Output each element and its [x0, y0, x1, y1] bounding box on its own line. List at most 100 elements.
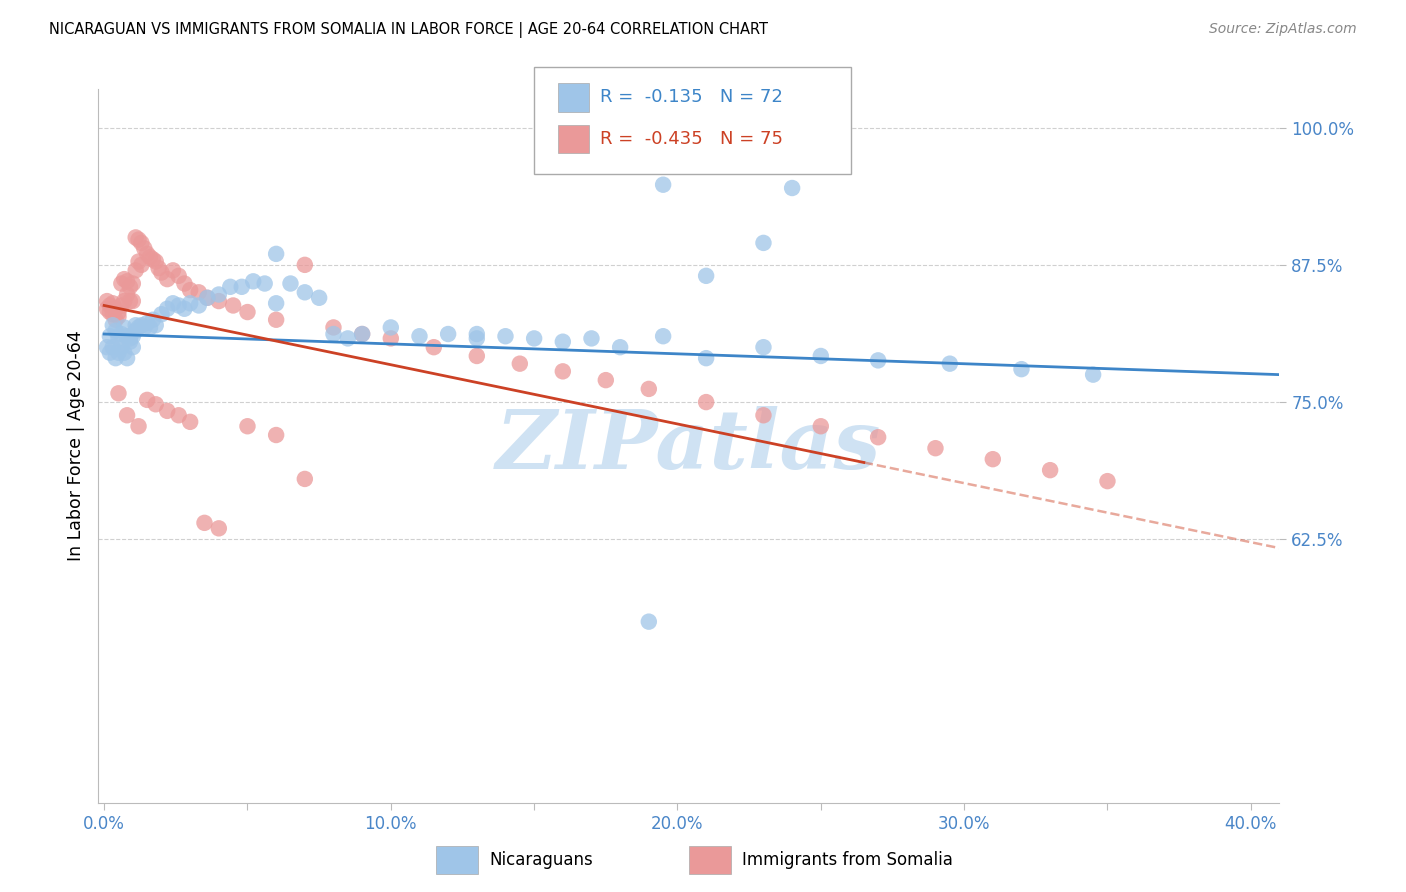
Point: [145, 318, 167, 333]
Point: [868, 353, 890, 368]
Point: [156, 272, 179, 286]
Point: [173, 277, 195, 291]
Text: ZIPatlas: ZIPatlas: [496, 406, 882, 486]
Point: [551, 364, 574, 378]
Point: [167, 298, 190, 312]
Point: [136, 392, 159, 407]
Point: [264, 247, 287, 261]
Y-axis label: In Labor Force | Age 20-64: In Labor Force | Age 20-64: [66, 331, 84, 561]
Point: [107, 331, 129, 345]
Point: [264, 296, 287, 310]
Point: [695, 395, 717, 409]
Point: [134, 320, 156, 334]
Point: [167, 268, 190, 283]
Text: Source: ZipAtlas.com: Source: ZipAtlas.com: [1209, 22, 1357, 37]
Text: R =  -0.435   N = 75: R = -0.435 N = 75: [600, 130, 783, 148]
Point: [98, 329, 121, 343]
Point: [128, 419, 150, 434]
Point: [637, 382, 659, 396]
Point: [652, 329, 675, 343]
Point: [156, 301, 179, 316]
Point: [150, 307, 173, 321]
Point: [121, 329, 143, 343]
Point: [752, 409, 775, 423]
Point: [125, 230, 148, 244]
Text: R =  -0.135   N = 72: R = -0.135 N = 72: [600, 88, 783, 106]
Point: [336, 331, 359, 345]
Point: [408, 329, 430, 343]
Point: [581, 331, 603, 345]
Point: [156, 404, 179, 418]
Point: [107, 386, 129, 401]
Point: [101, 318, 124, 333]
Point: [115, 287, 138, 301]
Point: [110, 340, 132, 354]
Point: [115, 351, 138, 366]
Point: [142, 252, 165, 267]
Point: [495, 329, 517, 343]
Point: [162, 263, 184, 277]
Point: [1011, 362, 1033, 376]
Point: [695, 351, 717, 366]
Point: [125, 324, 148, 338]
Point: [134, 241, 156, 255]
Point: [322, 326, 344, 341]
Point: [195, 291, 218, 305]
Point: [868, 430, 890, 444]
Point: [115, 329, 138, 343]
Point: [125, 318, 148, 333]
Point: [107, 345, 129, 359]
Point: [131, 258, 153, 272]
Point: [118, 294, 141, 309]
Point: [294, 472, 316, 486]
Point: [145, 254, 167, 268]
Point: [1081, 368, 1104, 382]
Point: [145, 397, 167, 411]
Point: [280, 277, 302, 291]
Point: [131, 318, 153, 333]
Point: [437, 326, 460, 341]
Point: [1097, 474, 1119, 488]
Point: [423, 340, 446, 354]
Point: [128, 320, 150, 334]
Point: [1039, 463, 1062, 477]
Point: [380, 331, 402, 345]
Point: [96, 294, 118, 309]
Point: [121, 277, 143, 291]
Point: [112, 294, 135, 309]
Point: [208, 521, 231, 535]
Point: [131, 235, 153, 250]
Point: [236, 419, 259, 434]
Text: NICARAGUAN VS IMMIGRANTS FROM SOMALIA IN LABOR FORCE | AGE 20-64 CORRELATION CHA: NICARAGUAN VS IMMIGRANTS FROM SOMALIA IN…: [49, 22, 768, 38]
Point: [595, 373, 617, 387]
Point: [104, 324, 127, 338]
Point: [179, 283, 201, 297]
Point: [142, 312, 165, 326]
Point: [222, 298, 245, 312]
Point: [104, 312, 127, 326]
Point: [637, 615, 659, 629]
Point: [118, 334, 141, 349]
Point: [139, 320, 162, 334]
Point: [752, 235, 775, 250]
Point: [96, 301, 118, 316]
Point: [231, 280, 253, 294]
Point: [125, 263, 148, 277]
Point: [150, 266, 173, 280]
Text: Nicaraguans: Nicaraguans: [489, 851, 593, 869]
Point: [352, 326, 374, 341]
Text: Immigrants from Somalia: Immigrants from Somalia: [742, 851, 953, 869]
Point: [148, 261, 170, 276]
Point: [352, 326, 374, 341]
Point: [115, 409, 138, 423]
Point: [219, 280, 242, 294]
Point: [118, 331, 141, 345]
Point: [101, 307, 124, 321]
Point: [264, 312, 287, 326]
Point: [208, 287, 231, 301]
Point: [780, 181, 803, 195]
Point: [380, 320, 402, 334]
Point: [110, 326, 132, 341]
Point: [294, 285, 316, 300]
Point: [609, 340, 631, 354]
